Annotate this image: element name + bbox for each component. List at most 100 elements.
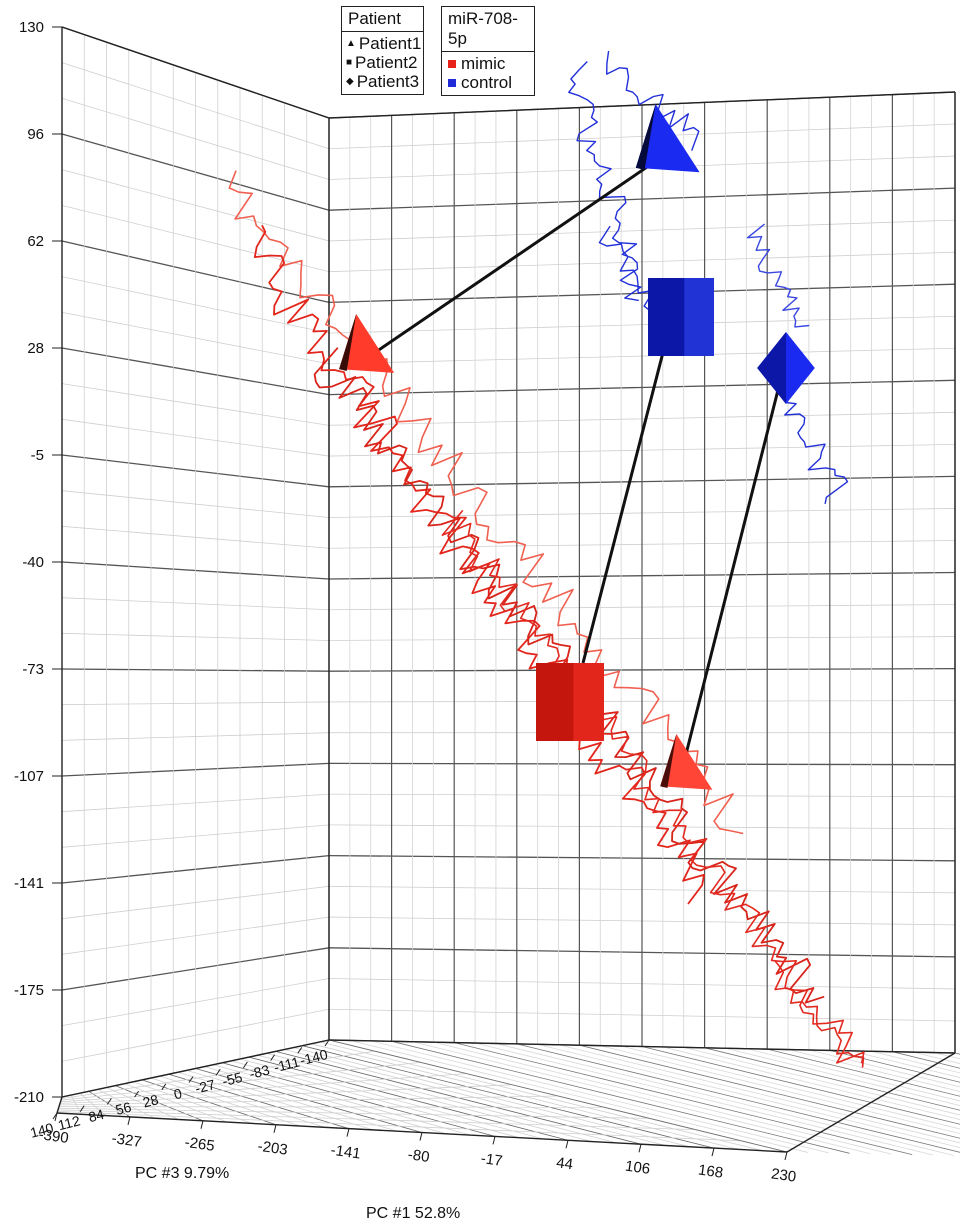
pc3-tick-label: 84 <box>87 1106 106 1125</box>
legend-item-patient2: ■ Patient2 <box>346 53 417 72</box>
pair-line <box>680 389 780 771</box>
pc1-tick <box>784 1151 788 1161</box>
patient-legend-title: Patient <box>342 7 423 32</box>
pc1-tick <box>419 1132 423 1141</box>
triangle-marker-icon: ▲ <box>346 38 356 49</box>
z-tick-label: -175 <box>14 982 44 999</box>
pc3-tick <box>52 1112 58 1120</box>
grid-line <box>537 1043 960 1149</box>
grid-line <box>58 1107 650 1119</box>
grid-line <box>57 1111 742 1142</box>
mimic-patient2-marker-shade <box>573 663 604 741</box>
grid-line <box>328 1039 788 1153</box>
legend-label: mimic <box>461 54 506 73</box>
pc1-tick-label: 44 <box>555 1154 574 1173</box>
grid-line <box>412 1041 871 1155</box>
pc3-tick-label: -83 <box>248 1061 272 1081</box>
pc1-tick-label: -390 <box>38 1126 70 1147</box>
z-tick-label: 96 <box>27 126 44 143</box>
pc3-tick <box>242 1061 248 1069</box>
z-tick-label: -210 <box>14 1089 44 1106</box>
ellipsoid-wire <box>746 223 810 328</box>
axis-edge <box>56 1096 63 1114</box>
grid-line <box>391 1040 850 1154</box>
pc3-tick <box>134 1090 140 1098</box>
pc3-tick <box>324 1039 330 1047</box>
pc3-tick <box>79 1105 85 1112</box>
pc3-axis-label: PC #3 9.79% <box>135 1165 229 1182</box>
grid-line <box>600 1045 960 1135</box>
pc3-tick <box>270 1054 276 1061</box>
grid-line <box>349 1040 808 1153</box>
grid-line <box>495 1043 955 1156</box>
z-tick-label: -141 <box>14 875 44 892</box>
grid-line-hidden <box>375 1051 860 1053</box>
pc3-tick <box>215 1068 221 1076</box>
data-markers <box>339 104 815 790</box>
z-tick-label: 62 <box>27 233 44 250</box>
legend-item-mimic: mimic <box>446 54 528 73</box>
mimic-swatch-icon <box>448 59 456 68</box>
ellipsoid-wire <box>598 225 662 312</box>
mimic-patient1-marker-shade <box>339 314 357 371</box>
grid-line <box>725 1047 960 1106</box>
pc1-tick-label: -17 <box>480 1150 504 1170</box>
control-patient1-marker-shade <box>635 104 656 170</box>
grid-line <box>60 1062 421 1101</box>
grid-line <box>474 1042 934 1156</box>
ellipsoid-wire <box>228 170 744 835</box>
ellipsoid-wire <box>774 960 865 1068</box>
z-tick-label: 28 <box>27 340 44 357</box>
pc1-tick-label: -327 <box>111 1130 143 1151</box>
axis-edge <box>61 26 330 119</box>
grid-line <box>704 1047 960 1111</box>
pc1-tick <box>565 1140 569 1149</box>
axis-edge <box>61 1039 330 1098</box>
pc1-tick <box>638 1144 642 1153</box>
pc1-tick <box>492 1136 496 1145</box>
grid-line <box>829 1050 960 1083</box>
legend-item-control: control <box>446 73 528 92</box>
z-tick-label: -73 <box>22 661 44 678</box>
grid-line <box>621 1045 960 1130</box>
pc1-tick-label: -80 <box>407 1146 431 1166</box>
grid-line <box>746 1048 960 1102</box>
patient-legend: Patient ▲ Patient1 ■ Patient2 ◆ Patient3 <box>341 6 424 95</box>
diamond-marker-icon: ◆ <box>346 76 354 87</box>
control-patient3-marker-shade <box>757 332 786 404</box>
axis-edge <box>786 1052 956 1153</box>
grid-line <box>60 1073 467 1103</box>
pc3-tick-label: -55 <box>220 1069 244 1089</box>
pair-lines <box>369 163 780 771</box>
z-tick-label: -40 <box>22 554 44 571</box>
pc3-tick-label: 28 <box>141 1091 160 1110</box>
pc3-tick-label: 0 <box>172 1085 184 1102</box>
ellipsoid-clouds <box>228 50 865 1068</box>
grid-line <box>516 1043 960 1153</box>
z-tick-label: -5 <box>31 447 44 464</box>
grid-line <box>808 1049 960 1088</box>
pc3-tick-label: 140 <box>29 1120 56 1141</box>
pc1-tick-label: 106 <box>624 1158 651 1178</box>
grid-line <box>59 1084 513 1104</box>
axis-edge <box>328 1039 956 1054</box>
pc1-tick <box>127 1116 131 1126</box>
control-patient2-marker-shade <box>684 278 714 356</box>
grid-line <box>59 1095 559 1106</box>
pc1-tick-label: -203 <box>257 1138 289 1159</box>
grid-line <box>558 1044 960 1144</box>
treatment-legend-title: miR-708-5p <box>442 7 534 52</box>
square-marker-icon: ■ <box>346 57 353 68</box>
pc1-tick-label: -265 <box>184 1134 216 1155</box>
ellipsoid-wire <box>606 50 700 151</box>
grid-line <box>370 1040 829 1154</box>
pc1-tick-label: 230 <box>770 1165 797 1185</box>
pc3-tick-label: -27 <box>193 1076 217 1096</box>
grid-line <box>58 1106 604 1108</box>
legend-item-patient1: ▲ Patient1 <box>346 34 421 53</box>
pc1-tick <box>346 1128 350 1137</box>
pc1-tick <box>200 1120 204 1129</box>
pc1-tick-label: -141 <box>330 1142 362 1163</box>
grid-line <box>662 1046 960 1121</box>
